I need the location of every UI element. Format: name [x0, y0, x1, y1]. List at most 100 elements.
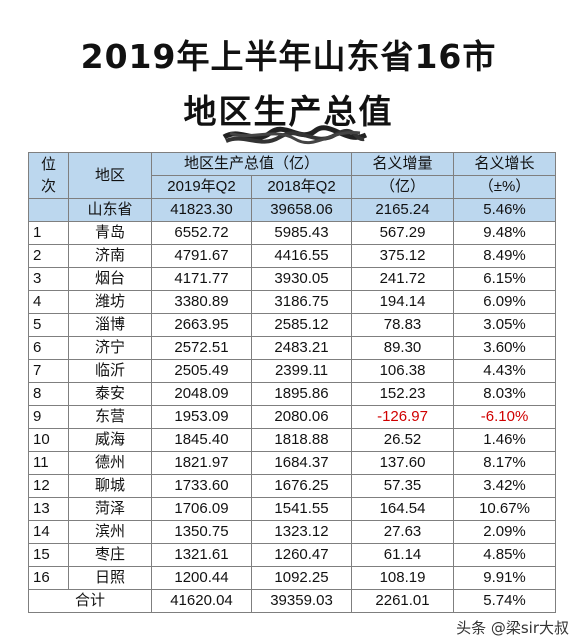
total-gdp-2018-cell: 39359.03	[250, 589, 353, 613]
growth-cell: 9.48%	[453, 221, 557, 245]
increase-cell: 137.60	[351, 451, 455, 475]
increase-cell: -126.97	[351, 405, 455, 429]
gdp-2018-cell: 3186.75	[250, 290, 353, 314]
rank-cell: 12	[28, 474, 69, 498]
region-cell: 聊城	[68, 474, 152, 498]
rank-cell: 6	[28, 336, 69, 360]
growth-header: 名义增长	[453, 152, 557, 176]
gdp-2018-cell: 1684.37	[250, 451, 353, 475]
increase-cell: 164.54	[351, 497, 455, 521]
rank-cell: 13	[28, 497, 69, 521]
rank-cell: 3	[28, 267, 69, 291]
gdp-2019-cell: 1733.60	[151, 474, 252, 498]
table-row: 11 德州 1821.97 1684.37 137.60 8.17%	[28, 451, 557, 475]
gdp-group-header: 地区生产总值（亿）	[150, 152, 353, 176]
total-label: 合计	[28, 589, 152, 613]
increase-unit-header: （亿）	[351, 175, 455, 199]
table-row: 1 青岛 6552.72 5985.43 567.29 9.48%	[28, 221, 557, 245]
col-2018-header: 2018年Q2	[250, 175, 353, 199]
growth-cell: 6.09%	[453, 290, 557, 314]
province-row: 山东省 41823.30 39658.06 2165.24 5.46%	[28, 198, 557, 222]
gdp-2019-cell: 1200.44	[151, 566, 252, 590]
growth-cell: 6.15%	[453, 267, 557, 291]
region-cell: 德州	[68, 451, 152, 475]
region-cell: 东营	[68, 405, 152, 429]
region-cell: 日照	[68, 566, 152, 590]
province-rank	[28, 198, 69, 222]
growth-cell: 8.49%	[453, 244, 557, 268]
increase-cell: 241.72	[351, 267, 455, 291]
increase-cell: 57.35	[351, 474, 455, 498]
growth-cell: 4.43%	[453, 359, 557, 383]
rank-cell: 10	[28, 428, 69, 452]
rank-cell: 4	[28, 290, 69, 314]
province-gdp-2018: 39658.06	[250, 198, 353, 222]
gdp-2018-cell: 2399.11	[250, 359, 353, 383]
growth-cell: 10.67%	[453, 497, 557, 521]
growth-cell: 3.42%	[453, 474, 557, 498]
province-name: 山东省	[68, 198, 152, 222]
watermark: 头条 @梁sir大叔	[456, 619, 569, 637]
rank-header: 位 次	[28, 152, 69, 199]
gdp-2019-cell: 2505.49	[151, 359, 252, 383]
province-gdp-2019: 41823.30	[151, 198, 252, 222]
gdp-2018-cell: 1092.25	[250, 566, 353, 590]
rank-cell: 2	[28, 244, 69, 268]
gdp-2019-cell: 1350.75	[151, 520, 252, 544]
increase-cell: 108.19	[351, 566, 455, 590]
increase-cell: 26.52	[351, 428, 455, 452]
increase-cell: 194.14	[351, 290, 455, 314]
rank-cell: 15	[28, 543, 69, 567]
region-header: 地区	[68, 152, 152, 199]
region-cell: 泰安	[68, 382, 152, 406]
growth-cell: 3.05%	[453, 313, 557, 337]
gdp-2019-cell: 1706.09	[151, 497, 252, 521]
rank-cell: 8	[28, 382, 69, 406]
table-row: 12 聊城 1733.60 1676.25 57.35 3.42%	[28, 474, 557, 498]
increase-cell: 27.63	[351, 520, 455, 544]
total-growth-cell: 5.74%	[453, 589, 557, 613]
rank-cell: 16	[28, 566, 69, 590]
gdp-2018-cell: 1260.47	[250, 543, 353, 567]
region-cell: 威海	[68, 428, 152, 452]
gdp-2019-cell: 1821.97	[151, 451, 252, 475]
increase-cell: 61.14	[351, 543, 455, 567]
growth-cell: 2.09%	[453, 520, 557, 544]
gdp-2018-cell: 1676.25	[250, 474, 353, 498]
region-cell: 滨州	[68, 520, 152, 544]
header-row-2: 2019年Q2 2018年Q2 （亿） （±%）	[29, 175, 557, 199]
gdp-2018-cell: 1541.55	[250, 497, 353, 521]
region-cell: 青岛	[68, 221, 152, 245]
increase-cell: 89.30	[351, 336, 455, 360]
growth-cell: 3.60%	[453, 336, 557, 360]
gdp-2019-cell: 6552.72	[151, 221, 252, 245]
gdp-2019-cell: 3380.89	[151, 290, 252, 314]
region-cell: 临沂	[68, 359, 152, 383]
gdp-2018-cell: 2080.06	[250, 405, 353, 429]
gdp-2019-cell: 4171.77	[151, 267, 252, 291]
increase-cell: 375.12	[351, 244, 455, 268]
gdp-2018-cell: 1818.88	[250, 428, 353, 452]
growth-cell: 9.91%	[453, 566, 557, 590]
region-cell: 淄博	[68, 313, 152, 337]
increase-cell: 106.38	[351, 359, 455, 383]
gdp-2018-cell: 2483.21	[250, 336, 353, 360]
growth-cell: 8.03%	[453, 382, 557, 406]
increase-cell: 567.29	[351, 221, 455, 245]
region-cell: 菏泽	[68, 497, 152, 521]
increase-cell: 78.83	[351, 313, 455, 337]
region-cell: 潍坊	[68, 290, 152, 314]
page-title: 2019年上半年山东省16市	[80, 37, 497, 76]
table-row: 7 临沂 2505.49 2399.11 106.38 4.43%	[28, 359, 557, 383]
table-row: 10 威海 1845.40 1818.88 26.52 1.46%	[28, 428, 557, 452]
region-cell: 济南	[68, 244, 152, 268]
gdp-2018-cell: 3930.05	[250, 267, 353, 291]
rank-cell: 1	[28, 221, 69, 245]
table-row: 16 日照 1200.44 1092.25 108.19 9.91%	[28, 566, 557, 590]
province-growth: 5.46%	[453, 198, 557, 222]
gdp-2019-cell: 1845.40	[151, 428, 252, 452]
page-subtitle: 地区生产总值	[183, 92, 394, 131]
gdp-2019-cell: 4791.67	[151, 244, 252, 268]
table-row: 3 烟台 4171.77 3930.05 241.72 6.15%	[28, 267, 557, 291]
table-row: 4 潍坊 3380.89 3186.75 194.14 6.09%	[28, 290, 557, 314]
